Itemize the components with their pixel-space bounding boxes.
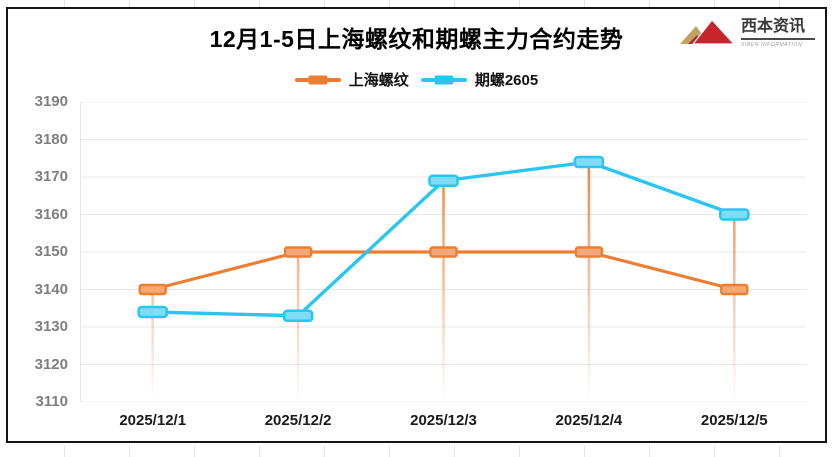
chart-title: 12月1-5日上海螺纹和期螺主力合约走势: [209, 26, 624, 52]
logo-text-block: 西本资讯 XIBEN INFORMATION: [740, 18, 815, 48]
x-tick-label: 2025/12/1: [119, 412, 187, 429]
y-tick-label: 3120: [34, 355, 68, 373]
legend-item: 期螺2605: [420, 69, 539, 90]
logo-subtitle: XIBEN INFORMATION: [740, 41, 803, 48]
y-tick-label: 3130: [34, 318, 68, 335]
x-tick-label: 2025/12/2: [264, 412, 332, 429]
x-tick-label: 2025/12/5: [700, 412, 768, 429]
logo-name: 西本资讯: [740, 18, 815, 40]
chart-legend: 上海螺纹 期螺2605: [8, 69, 825, 90]
drop-lines: [151, 162, 736, 402]
y-tick-label: 3150: [34, 243, 68, 260]
legend-line-marker-icon: [294, 75, 341, 84]
legend-line-marker-icon: [420, 75, 467, 84]
series-layer: [137, 155, 750, 323]
chart-frame: 12月1-5日上海螺纹和期螺主力合约走势 西本资讯 XIBEN INFORMAT…: [6, 7, 827, 443]
legend-item: 上海螺纹: [294, 69, 409, 90]
x-tick-label: 2025/12/4: [555, 412, 623, 429]
spreadsheet-cells-bottom: [0, 445, 833, 457]
spreadsheet-cells-top: [0, 0, 833, 7]
legend-label: 期螺2605: [474, 72, 539, 89]
y-tick-label: 3160: [34, 205, 68, 223]
x-tick-label: 2025/12/3: [410, 412, 477, 429]
y-tick-label: 3110: [35, 393, 68, 410]
y-tick-label: 3190: [34, 93, 68, 110]
y-tick-label: 3180: [34, 130, 68, 148]
legend-label: 上海螺纹: [348, 72, 409, 89]
y-tick-label: 3170: [34, 168, 68, 185]
plot-area: [80, 102, 807, 402]
mountain-logo-icon: [679, 18, 736, 45]
xiben-logo: 西本资讯 XIBEN INFORMATION: [679, 18, 815, 48]
y-tick-label: 3140: [34, 280, 68, 298]
